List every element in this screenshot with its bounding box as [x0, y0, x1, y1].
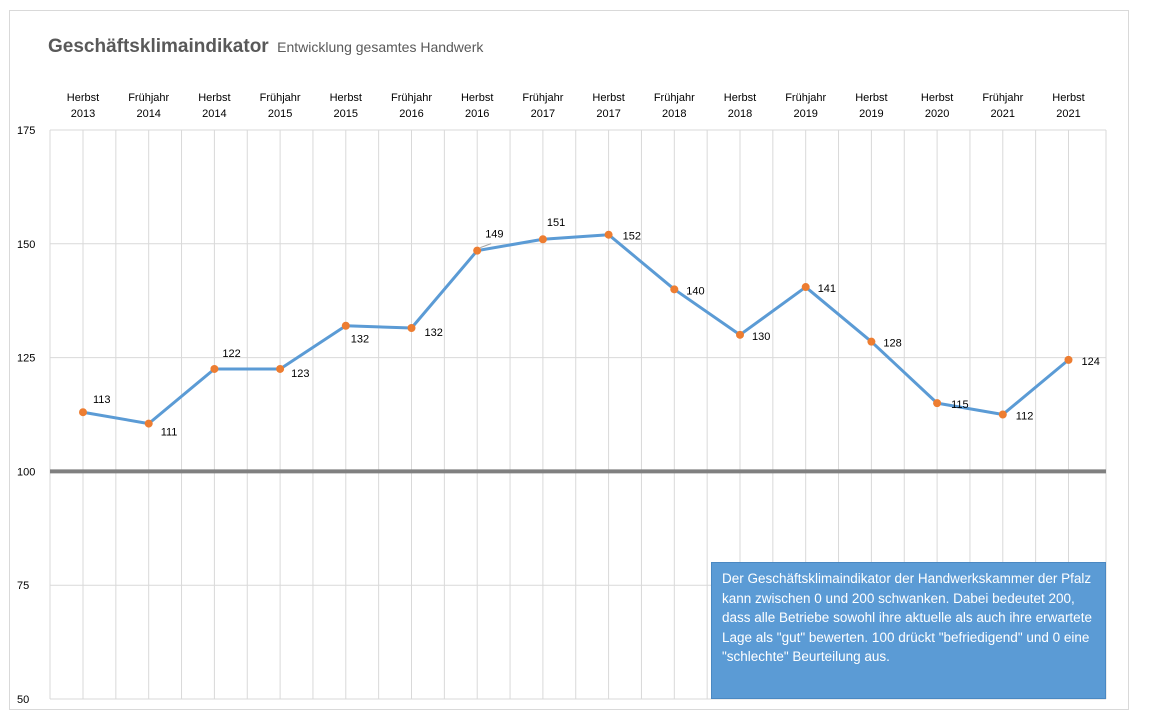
x-tick-label-season: Frühjahr — [654, 92, 695, 104]
x-tick-label-year: 2014 — [202, 108, 226, 120]
chart-title-block: Geschäftsklimaindikator Entwicklung gesa… — [48, 36, 483, 58]
x-tick-label-season: Frühjahr — [785, 92, 826, 104]
data-label: 111 — [161, 427, 178, 439]
data-point — [79, 408, 87, 417]
x-tick-label-year: 2020 — [925, 108, 949, 120]
x-tick-label-season: Herbst — [1052, 92, 1084, 104]
x-tick-label-year: 2021 — [1056, 108, 1080, 120]
x-tick-label-year: 2013 — [71, 108, 95, 120]
data-point — [604, 230, 613, 239]
x-tick-label-season: Herbst — [67, 92, 99, 104]
chart-subtitle: Entwicklung gesamtes Handwerk — [277, 39, 484, 55]
x-tick-label-season: Frühjahr — [260, 92, 301, 104]
x-tick-label-year: 2015 — [268, 108, 292, 120]
x-tick-label-year: 2016 — [465, 108, 489, 120]
data-point — [1064, 355, 1073, 364]
data-label: 122 — [222, 348, 240, 360]
data-point — [736, 330, 744, 339]
y-tick-label: 150 — [17, 239, 35, 251]
x-tick-label-year: 2017 — [596, 108, 620, 120]
label-leader-line — [480, 243, 492, 249]
data-point — [801, 283, 810, 292]
x-tick-label-season: Herbst — [855, 92, 887, 104]
x-tick-label-year: 2019 — [793, 108, 817, 120]
data-label: 132 — [425, 327, 443, 339]
data-point — [998, 410, 1007, 419]
series-visits — [79, 230, 1073, 428]
data-label: 141 — [818, 283, 836, 295]
data-label: 132 — [351, 334, 369, 346]
chart-title: Geschäftsklimaindikator — [48, 36, 269, 57]
x-tick-label-year: 2018 — [728, 108, 752, 120]
x-tick-label-year: 2014 — [136, 108, 160, 120]
data-label: 140 — [686, 285, 704, 297]
x-tick-label-season: Herbst — [330, 92, 362, 104]
data-label: 128 — [883, 338, 901, 350]
x-tick-label-year: 2018 — [662, 108, 686, 120]
data-point — [341, 321, 350, 330]
x-tick-label-season: Herbst — [461, 92, 493, 104]
y-tick-label: 100 — [17, 466, 35, 478]
data-label: 151 — [547, 217, 565, 229]
data-label: 115 — [951, 399, 969, 411]
data-point — [867, 337, 876, 346]
x-tick-label-season: Frühjahr — [391, 92, 432, 104]
data-label: 152 — [623, 231, 641, 243]
data-point — [144, 419, 153, 428]
chart-frame — [9, 10, 1129, 710]
data-point — [276, 364, 285, 373]
data-point — [407, 324, 416, 333]
data-point — [538, 235, 547, 244]
y-tick-label: 75 — [17, 580, 29, 592]
data-point — [933, 399, 942, 408]
grid — [49, 129, 1107, 700]
series-line — [82, 233, 1070, 426]
data-label: 124 — [1082, 356, 1100, 368]
data-label: 123 — [291, 368, 309, 380]
data-label: 112 — [1016, 411, 1034, 423]
y-tick-label: 175 — [17, 125, 35, 137]
data-point — [210, 364, 219, 373]
data-point — [473, 246, 482, 255]
x-tick-label-year: 2016 — [399, 108, 423, 120]
x-tick-label-year: 2021 — [991, 108, 1015, 120]
x-tick-label-season: Herbst — [724, 92, 756, 104]
data-labels: 113 111 122 123 132 132 149 151 152 140 130 141 128 1… — [93, 217, 1100, 438]
x-tick-label-year: 2015 — [334, 108, 358, 120]
data-label: 149 — [485, 229, 503, 241]
y-tick-label: 125 — [17, 353, 35, 365]
data-label: 130 — [752, 331, 770, 343]
y-axis-ticks: 50 75 100 125 150 175 — [17, 125, 35, 706]
y-tick-label: 50 — [17, 694, 29, 706]
data-label: 113 — [93, 394, 111, 406]
x-tick-label-season: Frühjahr — [128, 92, 169, 104]
data-point — [670, 285, 679, 294]
info-box: Der Geschäftsklimaindikator der Handwerk… — [711, 562, 1106, 699]
x-tick-label-season: Herbst — [592, 92, 624, 104]
x-tick-label-year: 2017 — [531, 108, 555, 120]
x-tick-label-season: Herbst — [198, 92, 230, 104]
x-tick-label-season: Frühjahr — [522, 92, 563, 104]
x-axis-ticks: Herbst 2013 Frühjahr 2014 Herbst 2014 Frühjahr… — [67, 92, 1085, 120]
x-tick-label-season: Herbst — [921, 92, 953, 104]
x-tick-label-season: Frühjahr — [982, 92, 1023, 104]
x-tick-label-year: 2019 — [859, 108, 883, 120]
